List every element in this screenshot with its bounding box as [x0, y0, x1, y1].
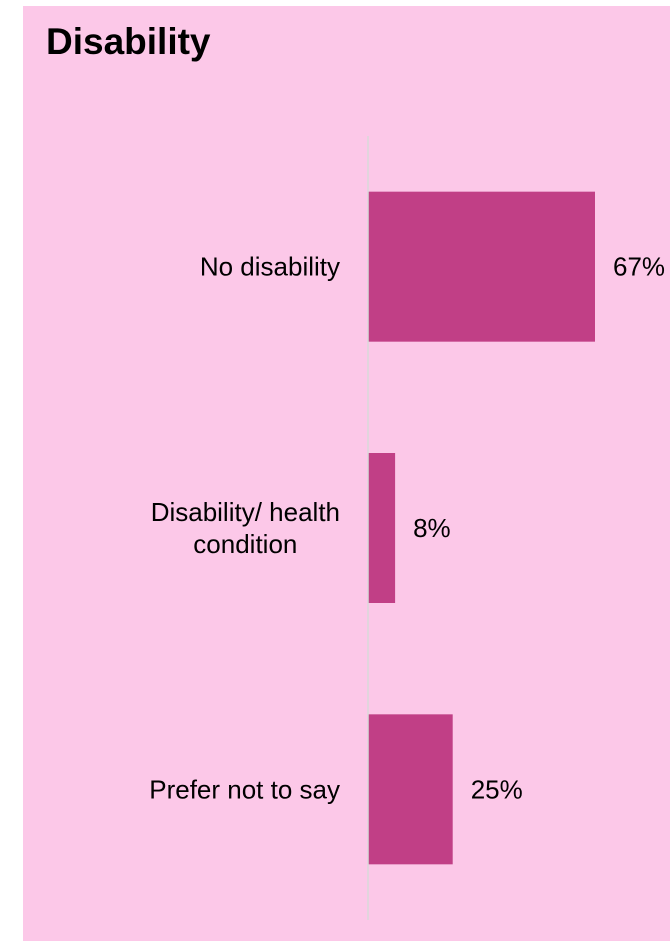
bar: [368, 191, 595, 342]
category-label-line: Disability/ health: [151, 497, 340, 527]
value-label: 8%: [413, 513, 451, 543]
category-label-line: condition: [193, 529, 297, 559]
value-label: 25%: [471, 774, 523, 804]
value-label: 67%: [613, 252, 665, 282]
bar: [368, 453, 396, 603]
category-label: No disability: [200, 252, 340, 282]
chart-background: [23, 6, 670, 941]
bar: [368, 714, 453, 865]
category-label: Disability/ health condition: [151, 497, 340, 559]
category-label: Prefer not to say: [149, 774, 340, 804]
chart-title: Disability: [46, 21, 211, 62]
category-label-line: Prefer not to say: [149, 774, 340, 804]
category-label-line: No disability: [200, 252, 340, 282]
